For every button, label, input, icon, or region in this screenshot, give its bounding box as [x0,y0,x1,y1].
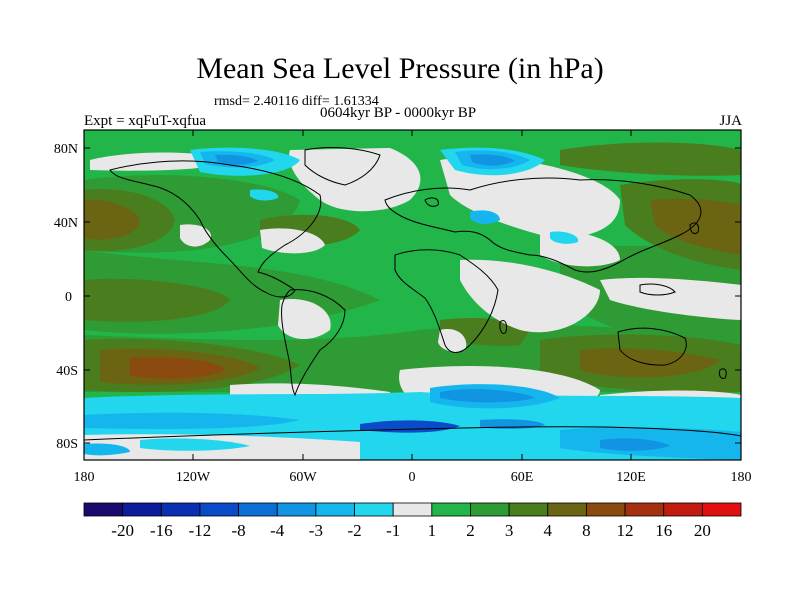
colorbar-label-2: -12 [189,521,212,540]
colorbar-label-11: 4 [544,521,553,540]
colorbar-swatch-11 [509,503,548,516]
colorbar-label-15: 20 [694,521,711,540]
colorbar-label-0: -20 [111,521,134,540]
colorbar [84,503,741,516]
experiment-label: Expt = xqFuT-xqfua [84,113,206,130]
colorbar-swatch-16 [702,503,741,516]
colorbar-label-14: 16 [655,521,672,540]
lon-label-180e: 180 [731,470,752,485]
lon-label-0: 0 [409,470,416,485]
lat-label-40s: 40S [56,364,78,379]
colorbar-swatch-9 [432,503,471,516]
colorbar-swatch-4 [239,503,278,516]
colorbar-swatch-0 [84,503,123,516]
colorbar-swatch-1 [123,503,162,516]
colorbar-swatch-3 [200,503,239,516]
map-title: Mean Sea Level Pressure (in hPa) [0,52,800,86]
colorbar-swatch-13 [586,503,625,516]
colorbar-label-10: 3 [505,521,514,540]
lon-label-180w: 180 [74,470,95,485]
colorbar-swatch-2 [161,503,200,516]
lat-label-40n: 40N [54,216,78,231]
colorbar-swatch-6 [316,503,355,516]
colorbar-swatch-10 [470,503,509,516]
longitude-labels: 180 120W 60W 0 60E 120E 180 [74,470,752,485]
season-label: JJA [719,113,742,130]
colorbar-label-6: -2 [347,521,361,540]
lon-label-60e: 60E [511,470,534,485]
colorbar-label-1: -16 [150,521,173,540]
period-text: 0604kyr BP - 0000kyr BP [320,105,476,122]
colorbar-swatch-12 [548,503,587,516]
colorbar-label-13: 12 [617,521,634,540]
colorbar-swatch-7 [355,503,394,516]
colorbar-swatch-8 [393,503,432,516]
lat-label-80n: 80N [54,142,78,157]
colorbar-label-12: 8 [582,521,591,540]
map-figure: 80N 40N 0 40S 80S 180 120W 60W 0 60E 120… [0,0,800,600]
colorbar-label-4: -4 [270,521,285,540]
lon-label-120w: 120W [176,470,211,485]
colorbar-label-5: -3 [309,521,323,540]
colorbar-label-7: -1 [386,521,400,540]
lat-label-equator: 0 [65,290,72,305]
colorbar-swatch-15 [664,503,703,516]
lon-label-60w: 60W [289,470,317,485]
lat-label-80s: 80S [56,437,78,452]
pressure-field [84,130,741,460]
colorbar-label-9: 2 [466,521,475,540]
colorbar-swatch-5 [277,503,316,516]
colorbar-label-3: -8 [232,521,246,540]
latitude-labels: 80N 40N 0 40S 80S [54,142,78,452]
colorbar-labels: -20 -16 -12 -8 -4 -3 -2 -1 1 2 3 4 8 12 16 20 [111,521,711,540]
lon-label-120e: 120E [616,470,646,485]
colorbar-label-8: 1 [428,521,437,540]
colorbar-swatch-14 [625,503,664,516]
